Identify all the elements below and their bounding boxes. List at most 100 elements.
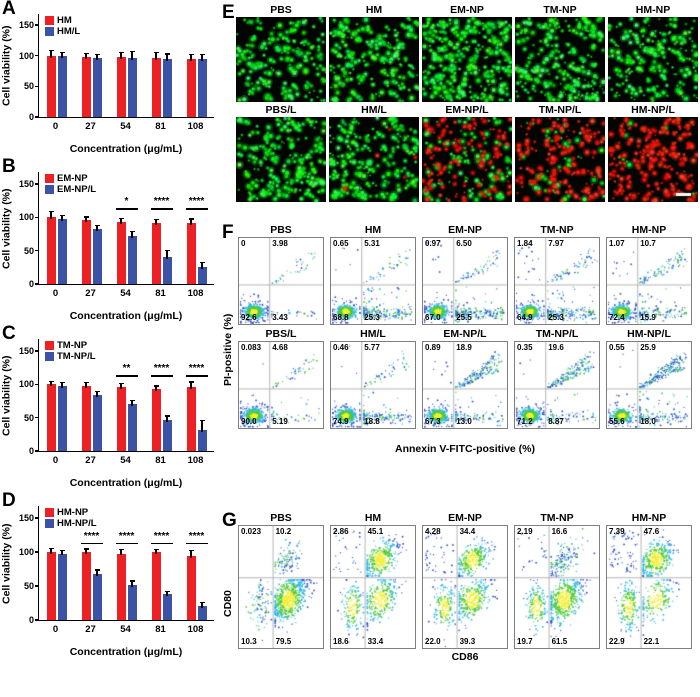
error-bar xyxy=(50,50,52,58)
tile-label: TM-NP/L xyxy=(538,104,582,116)
y-tick-mark xyxy=(34,619,39,621)
fluorescence-canvas xyxy=(236,117,326,202)
plot-area: HM-NP HM-NP/L **** **** **** **** xyxy=(38,506,214,621)
quadrant-value-lr: 25.5 xyxy=(456,313,472,322)
panel-letter-B: B xyxy=(2,156,16,177)
y-tick-mark xyxy=(34,416,39,419)
error-bar xyxy=(120,383,122,389)
bar-chart-column: A Cell viability (%) HM HM/L Concentratio… xyxy=(0,0,220,661)
significance-asterisks: **** xyxy=(153,363,170,374)
error-bar-cap xyxy=(48,211,54,213)
y-tick-label: 0 xyxy=(28,279,34,289)
quadrant-value-ul: 0.97 xyxy=(425,239,441,248)
x-tick-label: 81 xyxy=(155,288,166,299)
bar-em-np xyxy=(151,222,161,284)
quadrant-value-ll: 67.3 xyxy=(425,417,441,426)
tile-label: HM-NP xyxy=(635,4,671,16)
bar-em-np/l xyxy=(92,228,102,284)
y-tick-label: 100 xyxy=(18,379,34,390)
error-bar xyxy=(50,548,52,555)
flow-scatter-canvas xyxy=(607,526,691,648)
quadrant-value-lr: 3.43 xyxy=(272,313,288,322)
error-bar-cap xyxy=(153,385,159,387)
x-tick-label: 81 xyxy=(155,121,166,132)
error-bar-cap xyxy=(83,216,89,218)
error-bar-cap xyxy=(59,382,65,384)
significance-line xyxy=(185,375,208,377)
error-bar xyxy=(120,550,122,556)
error-bar xyxy=(131,401,133,407)
fluorescence-image xyxy=(329,117,419,202)
error-bar-cap xyxy=(199,261,205,263)
tile-label: HM/L xyxy=(361,104,387,116)
error-bar-cap xyxy=(199,54,205,56)
panel-letter-F: F xyxy=(222,222,234,243)
plot-area: HM HM/L xyxy=(38,14,214,118)
error-bar xyxy=(61,216,63,222)
error-bar-cap xyxy=(188,549,194,552)
y-tick-mark xyxy=(34,383,39,386)
panel-letter-G: G xyxy=(222,510,237,531)
error-bar-cap xyxy=(153,549,159,551)
tile-label: HM xyxy=(365,4,383,16)
x-tick-label: 0 xyxy=(52,624,59,635)
bar-hm xyxy=(46,55,56,117)
panel-letter-C: C xyxy=(2,323,16,344)
error-bar xyxy=(201,262,203,270)
quadrant-value-ll: 67.0 xyxy=(425,313,441,322)
flow-scatter-canvas xyxy=(515,238,599,324)
error-bar xyxy=(166,416,168,423)
quadrant-value-ur: 3.98 xyxy=(272,239,288,248)
flow-y-axis-label: PI-positive (%) xyxy=(222,313,234,387)
bar-em-np xyxy=(186,223,196,284)
bar-tm-np xyxy=(186,387,196,451)
quadrant-value-ul: 0.083 xyxy=(241,343,262,352)
quadrant-value-lr: 61.5 xyxy=(551,637,568,646)
bar-hm-np/l xyxy=(197,606,207,620)
x-tick-label: 108 xyxy=(187,624,204,635)
quadrant-value-lr: 13.0 xyxy=(456,417,472,426)
tile-row xyxy=(236,17,700,102)
quadrant-value-lr: 79.5 xyxy=(275,637,292,646)
quadrant-value-ur: 5.31 xyxy=(364,239,380,248)
error-bar-cap xyxy=(83,52,89,55)
tile-label: HM-NP/L xyxy=(631,104,675,116)
quadrant-value-ur: 45.1 xyxy=(367,527,384,536)
significance-line xyxy=(115,542,138,545)
significance-asterisks: **** xyxy=(153,530,170,542)
error-bar xyxy=(201,603,203,609)
panel-F-apoptosis-flow: F PI-positive (%) PBS HM EM-NP TM-NP HM-NP 0 3… xyxy=(220,222,700,496)
bar-em-np xyxy=(81,220,91,284)
legend-entry: TM-NP xyxy=(45,340,96,351)
y-tick-mark xyxy=(34,517,39,519)
bar-hm-np/l xyxy=(127,585,137,620)
legend-entry: HM-NP xyxy=(45,507,97,518)
flow-plot-title: TM-NP/L xyxy=(535,328,579,340)
bar-hm-np/l xyxy=(92,573,102,620)
flow-plot: 0.023 10.2 10.3 79.5 xyxy=(238,525,324,649)
y-tick-label: 150 xyxy=(18,20,34,31)
x-tick-label: 27 xyxy=(85,624,96,635)
quadrant-value-ll: 55.6 xyxy=(609,417,625,426)
flow-scatter-canvas xyxy=(423,526,507,648)
y-tick-mark xyxy=(34,283,39,285)
panel-G-activation-flow: G CD80 PBS HM EM-NP TM-NP HM-NP 0.023 10.2 10.3… xyxy=(220,510,700,697)
legend-color-swatch xyxy=(45,519,54,528)
error-bar-cap xyxy=(164,415,170,417)
y-tick-label: 0 xyxy=(28,615,34,625)
legend-series-label: HM/L xyxy=(57,26,81,37)
error-bar-cap xyxy=(164,249,170,251)
error-bar-cap xyxy=(199,602,205,604)
quadrant-value-ur: 18.9 xyxy=(456,343,472,352)
legend-color-swatch xyxy=(45,16,54,25)
flow-scatter-canvas xyxy=(331,526,415,648)
fluorescence-canvas xyxy=(515,17,605,102)
y-tick-mark xyxy=(34,585,39,587)
y-axis-title: Cell viability (%) xyxy=(0,523,13,604)
quadrant-value-ll: 74.9 xyxy=(333,417,349,426)
bar-hm/l xyxy=(197,58,207,117)
error-bar xyxy=(50,381,52,387)
error-bar-cap xyxy=(164,53,170,55)
significance-line xyxy=(150,542,173,545)
quadrant-value-lr: 25.3 xyxy=(364,313,380,322)
